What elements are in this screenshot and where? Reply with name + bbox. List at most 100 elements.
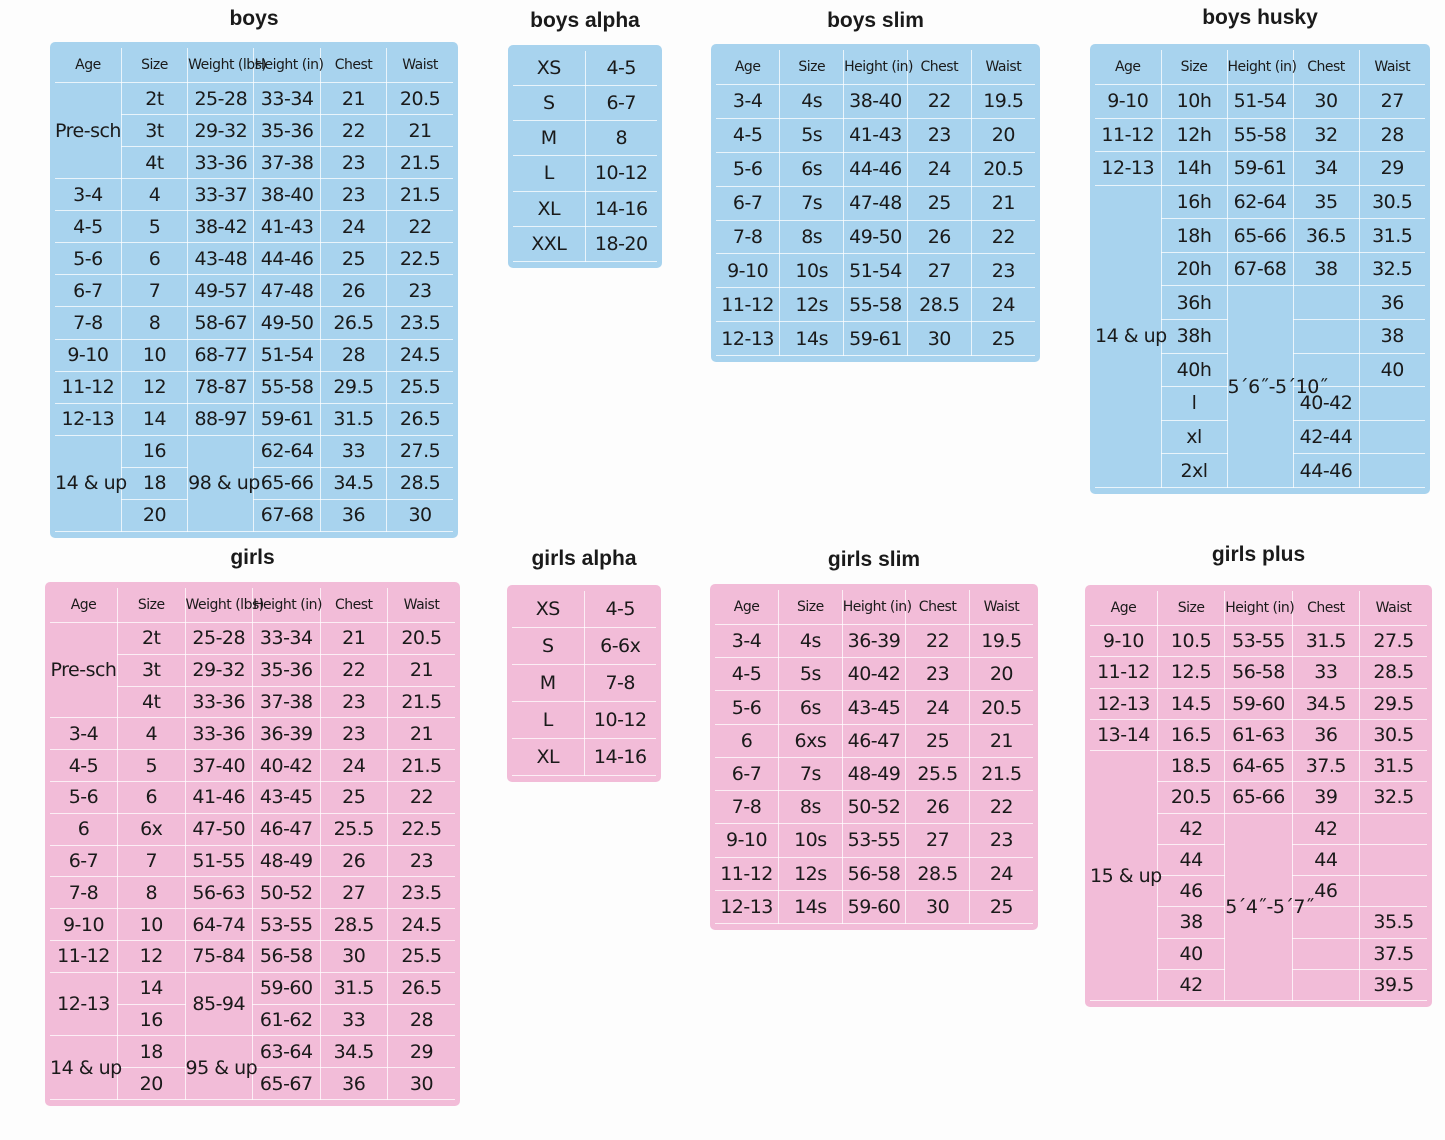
cell: 41-43 (253, 210, 321, 244)
table-title: boys alpha (530, 9, 640, 32)
table-row: 5-6 6 43-48 44-46 25 22.5 (55, 242, 453, 276)
table-row: XL 14-16 (512, 737, 656, 777)
cell: 11-12 (716, 287, 781, 323)
cell: 37-38 (252, 685, 321, 719)
cell: 21.5 (386, 178, 453, 212)
cell: 20 (970, 117, 1035, 153)
cell: 18 (117, 1035, 186, 1069)
cell: 6-7 (50, 844, 118, 878)
header-cell: Size (778, 590, 843, 625)
cell: 32.5 (1358, 251, 1425, 287)
table-row: S 6-6x (512, 626, 656, 665)
cell: 59-61 (1226, 151, 1294, 186)
cell: 28.5 (386, 466, 453, 500)
header-row: Age Size Height (in) Chest Waist (1095, 50, 1425, 85)
cell: 29 (1358, 151, 1425, 186)
size-table: Age Size Height (in) Chest Waist 3-4 4s 38-40 22… (716, 50, 1035, 356)
cell: 31.5 (319, 971, 388, 1005)
cell: 5-6 (55, 242, 122, 276)
cell: 21 (970, 185, 1035, 221)
table-title: girls plus (1211, 543, 1306, 566)
cell: 16 (117, 1003, 186, 1037)
cell: 6x (117, 812, 186, 846)
cell: 51-54 (1226, 84, 1294, 119)
table-title: boys slim (827, 9, 924, 32)
cell: 28.5 (905, 856, 970, 891)
empty-cell (1359, 843, 1427, 877)
table-row: 15 & up 18.5 64-65 37.5 31.5 (1090, 749, 1427, 1001)
cell: 26.5 (387, 971, 455, 1005)
cell: 3t (117, 653, 186, 687)
cell: 12-13 (715, 889, 780, 925)
cell: 29-32 (184, 653, 253, 687)
cell: 12.5 (1156, 656, 1226, 689)
cell: 28.5 (906, 287, 972, 323)
cell: 30.5 (1358, 184, 1425, 220)
header-cell: Waist (970, 50, 1035, 85)
cell: 6-7 (715, 756, 780, 792)
cell: 4s (779, 84, 845, 119)
cell: 22.5 (387, 812, 455, 846)
table-box: XS 4-5 S 6-7 M 8 L 10-12 XL 14-16 XXL 18-20 (508, 45, 662, 268)
cell: 5-6 (716, 151, 781, 187)
cell: 64-65 (1224, 749, 1293, 783)
merged-cell: 15 & up (1090, 750, 1162, 1001)
cell: 14s (779, 321, 845, 356)
cell: 10h (1160, 84, 1228, 119)
table-row: 36h 5´6˝-5´10˝ 36 (1095, 285, 1425, 488)
table-row: 5-6 6s 44-46 24 20.5 (716, 151, 1035, 187)
cell: 10s (778, 823, 843, 858)
merged-cell: 95 & up (184, 1035, 258, 1100)
cell: 20 (968, 657, 1033, 692)
table-row: 14 & up 16h 62-64 35 30.5 (1095, 184, 1425, 489)
cell: 4 (120, 178, 189, 212)
cell: 56-58 (252, 939, 321, 973)
cell: 23.5 (387, 876, 455, 910)
cell: 12-13 (716, 321, 781, 356)
cell: 24.5 (387, 908, 455, 941)
cell: 23 (319, 717, 388, 751)
cell: 24 (319, 210, 388, 244)
cell: 51-54 (843, 253, 908, 289)
cell: 23 (386, 274, 453, 308)
cell: S (513, 84, 586, 122)
header-cell: Age (50, 588, 118, 623)
cell: 5 (117, 749, 186, 782)
cell: 5s (779, 117, 845, 153)
cell: 59-61 (843, 321, 908, 356)
cell: 36 (319, 1067, 388, 1100)
table-row: 6 6xs 46-47 25 21 (715, 723, 1033, 758)
cell: 36-39 (841, 623, 907, 659)
cell: 40-42 (252, 749, 321, 782)
cell: L (513, 155, 586, 192)
cell: 9-10 (1090, 624, 1158, 658)
cell: 61-63 (1224, 718, 1293, 752)
cell: 48-49 (841, 756, 907, 792)
cell: 39.5 (1359, 968, 1427, 1002)
cell: 5-6 (50, 780, 118, 814)
cell: 8s (778, 790, 843, 825)
header-cell: Age (1095, 50, 1162, 85)
cell: 10 (120, 338, 189, 372)
table-row: 14 & up 18 95 & up 63-64 34.5 29 (50, 1035, 455, 1100)
table-row: 12-13 14 88-97 59-61 31.5 26.5 (55, 402, 453, 436)
cell: 23 (906, 117, 972, 153)
cell: 6xs (778, 723, 843, 758)
header-row: Age Size Weight (lbs) Height (in) Chest Waist (50, 588, 455, 623)
size-table: XS 4-5 S 6-7 M 8 L 10-12 XL 14-16 XXL 18-20 (513, 51, 657, 263)
table-box: Age Size Height (in) Chest Waist 3-4 4s 36-39 22… (710, 584, 1038, 930)
cell: 28 (1358, 117, 1425, 153)
empty-cell (1292, 285, 1360, 321)
cell: 4-5 (583, 591, 656, 628)
cell: 59-61 (253, 402, 321, 436)
cell: 8 (120, 306, 189, 340)
header-cell: Age (716, 50, 781, 85)
cell: 24 (319, 749, 388, 782)
header-cell: Size (120, 48, 189, 83)
cell: 8s (779, 219, 845, 255)
cell: 33 (319, 434, 388, 468)
cell: 30.5 (1359, 718, 1427, 752)
cell: 6-7 (716, 185, 781, 221)
cell: 25-28 (184, 622, 253, 655)
empty-cell (1358, 419, 1425, 455)
